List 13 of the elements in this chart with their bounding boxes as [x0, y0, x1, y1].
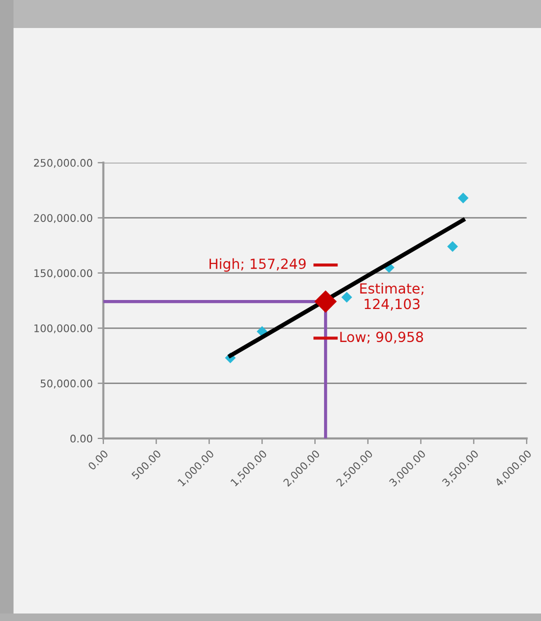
y-tick-label: 200,000.00 — [34, 214, 92, 224]
y-tick-label: 250,000.00 — [34, 158, 92, 168]
y-tick-label: 50,000.00 — [40, 380, 92, 388]
annotation: Estimate; 124,103 — [360, 282, 424, 311]
point — [314, 290, 337, 313]
point — [341, 292, 352, 303]
point — [458, 192, 469, 204]
y-tick-label: 100,000.00 — [34, 324, 92, 334]
annotation: High; 157,249 — [210, 258, 306, 272]
y-tick-label: 150,000.00 — [34, 269, 92, 278]
point — [447, 241, 458, 252]
annotation: Low; 90,958 — [340, 332, 424, 344]
y-tick-label: 0.00 — [70, 434, 92, 443]
